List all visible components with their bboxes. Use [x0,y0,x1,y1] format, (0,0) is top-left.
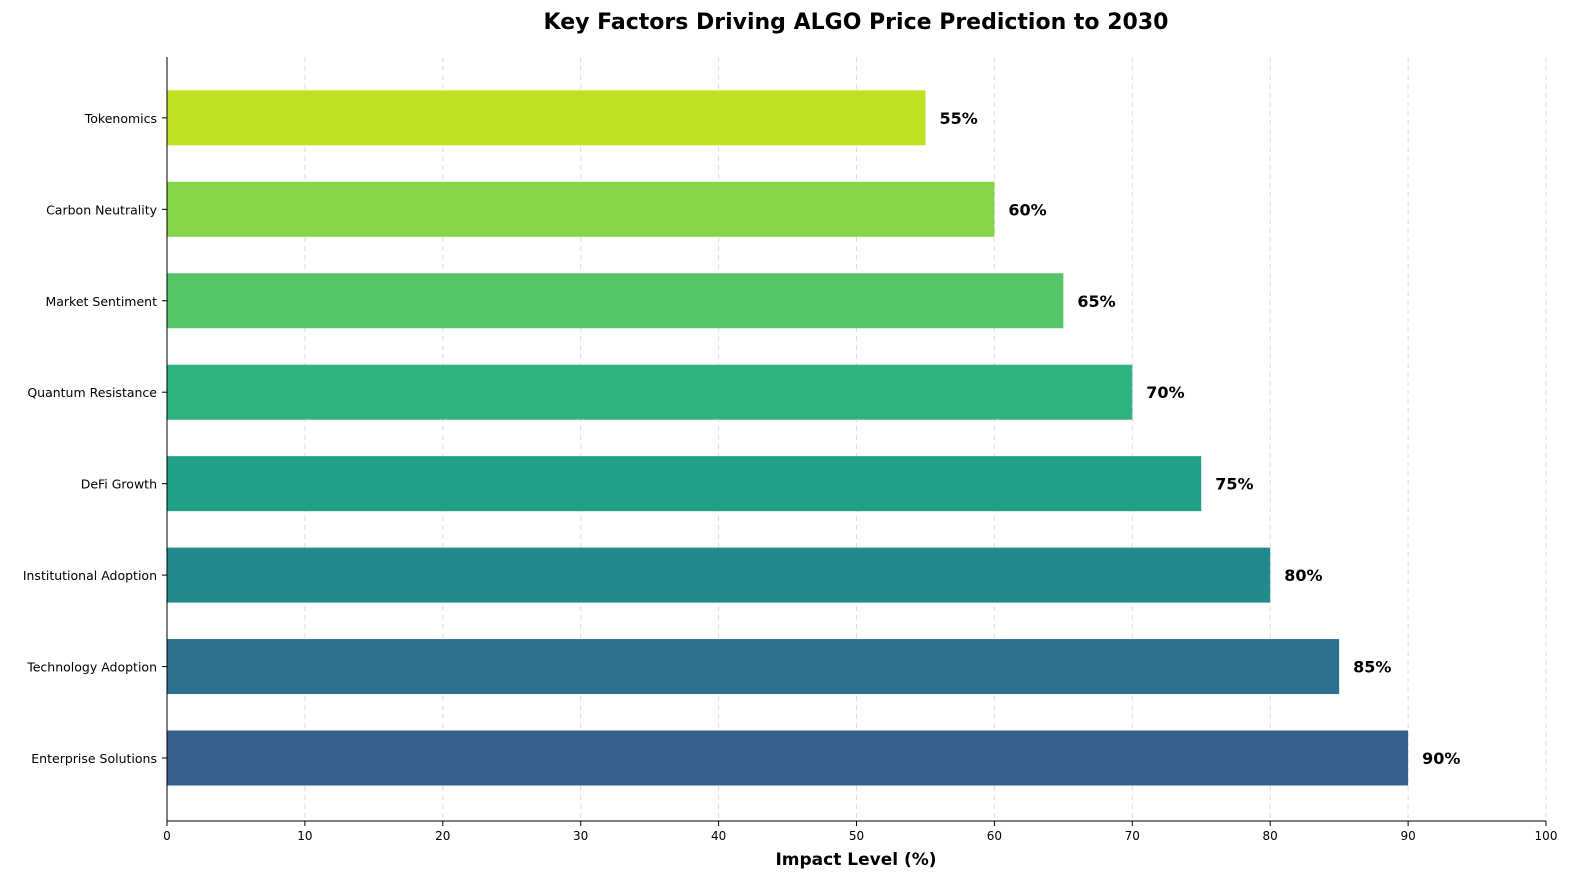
data-label: 55% [939,109,977,128]
data-label: 70% [1146,383,1184,402]
x-axis-label: Impact Level (%) [775,850,936,870]
x-tick-label: 90 [1400,829,1415,843]
x-tick-label: 20 [435,829,450,843]
y-tick-label: Market Sentiment [45,294,157,309]
chart-title: Key Factors Driving ALGO Price Predictio… [544,10,1169,35]
x-tick-label: 10 [297,829,312,843]
bar [167,456,1202,512]
x-tick-label: 80 [1263,829,1278,843]
x-tick-label: 60 [987,829,1002,843]
y-tick-label: DeFi Growth [81,477,157,492]
x-tick-label: 100 [1535,829,1558,843]
x-tick-label: 0 [163,829,171,843]
y-tick-label: Enterprise Solutions [31,751,157,766]
bar [167,273,1064,329]
y-tick-label: Carbon Neutrality [46,202,158,217]
bar [167,181,995,237]
x-tick-label: 40 [711,829,726,843]
bar [167,730,1409,786]
bar [167,364,1133,420]
data-label: 80% [1284,566,1322,585]
data-label: 85% [1353,658,1391,677]
y-tick-label: Institutional Adoption [23,568,157,583]
bar [167,90,926,146]
data-label: 90% [1422,749,1460,768]
x-tick-label: 30 [573,829,588,843]
data-label: 65% [1077,292,1115,311]
y-tick-label: Quantum Resistance [27,385,157,400]
x-tick-label: 70 [1125,829,1140,843]
data-label: 75% [1215,475,1253,494]
x-tick-label: 50 [849,829,864,843]
data-label: 60% [1008,200,1046,219]
y-tick-label: Tokenomics [84,111,157,126]
bar [167,639,1340,695]
bar [167,547,1271,603]
y-tick-label: Technology Adoption [26,660,157,675]
